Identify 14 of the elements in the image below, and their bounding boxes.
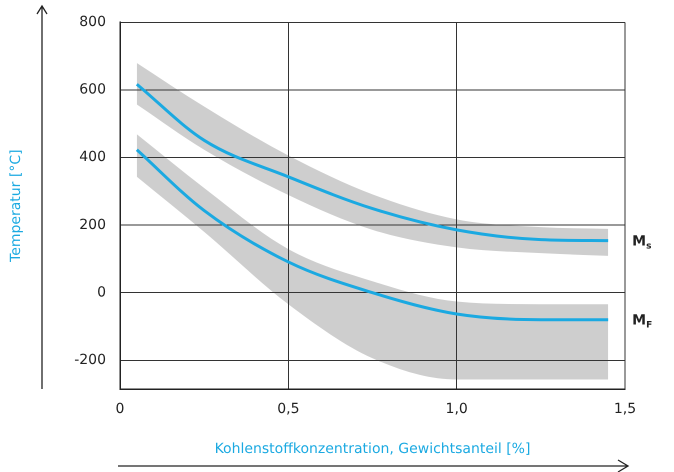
y-tick-label: 800 — [79, 14, 106, 30]
x-tick-label: 1,5 — [614, 401, 636, 418]
y-tick-label: 200 — [79, 216, 106, 233]
line-series — [135, 82, 610, 242]
y-tick-label: 400 — [79, 149, 106, 166]
x-axis-title: Kohlenstoffkonzentration, Gewichtsanteil [%] — [214, 441, 530, 458]
y-axis-title: Temperatur [°C] — [8, 149, 24, 263]
x-tick-label: 1,0 — [446, 401, 468, 418]
x-tick-label: 0 — [116, 401, 124, 418]
line-series — [135, 148, 610, 322]
y-tick-label: -200 — [74, 352, 106, 368]
x-tick-label: 0,5 — [277, 401, 300, 418]
y-tick-label: 0 — [97, 284, 106, 300]
y-tick-label: 600 — [79, 82, 106, 98]
